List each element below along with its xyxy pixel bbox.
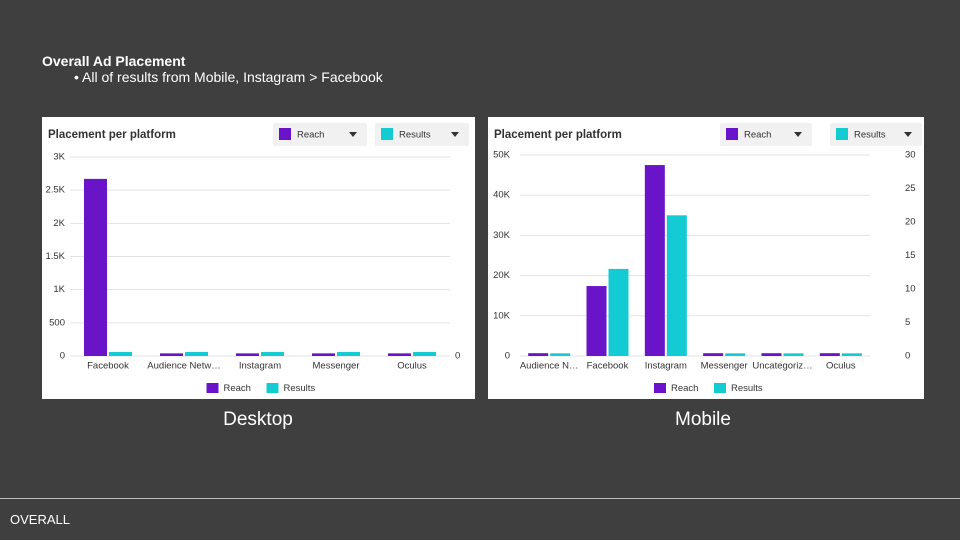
bar — [666, 215, 687, 356]
y-tick-label: 3K — [53, 152, 65, 163]
x-tick-label: Audience Netw… — [147, 361, 220, 372]
y2-tick-label: 0 — [905, 351, 910, 362]
x-tick-label: Uncategoriz… — [752, 361, 812, 372]
bar — [261, 352, 284, 356]
y-tick-label: 50K — [493, 150, 511, 161]
legend-dropdown — [830, 123, 922, 146]
y-tick-label: 1K — [53, 284, 65, 295]
dropdown-arrow — [904, 132, 912, 137]
y2-tick-label: 25 — [905, 183, 916, 194]
bar — [413, 352, 436, 356]
y2-tick-label: 20 — [905, 217, 916, 228]
y2-tick-label: 5 — [905, 317, 910, 328]
y-tick-label: 2.5K — [45, 185, 65, 196]
chart-card: Placement per platform Reach Results 0 500 1K… — [42, 117, 475, 399]
bar — [550, 353, 571, 356]
y-tick-label: 1.5K — [45, 251, 65, 262]
legend-swatch — [206, 383, 219, 393]
x-tick-label: Instagram — [239, 361, 281, 372]
y-tick-label: 0 — [505, 351, 510, 362]
bar — [109, 352, 132, 356]
legend-swatch — [266, 383, 279, 393]
bar — [337, 352, 360, 356]
x-tick-label: Audience N… — [520, 361, 579, 372]
bar — [586, 286, 607, 356]
footer: OVERALL — [10, 512, 70, 527]
bullet: • All of results from Mobile, Instagram … — [74, 69, 383, 85]
x-tick-label: Messenger — [701, 361, 748, 372]
y2-tick-label: 30 — [905, 150, 916, 161]
x-tick-label: Facebook — [587, 361, 629, 372]
legend-label: Results — [731, 383, 763, 394]
legend-label: Results — [399, 130, 431, 141]
y-tick-label: 0 — [60, 351, 65, 362]
legend-swatch — [279, 128, 291, 140]
bar — [703, 353, 724, 356]
bar — [644, 165, 665, 356]
dropdown-arrow — [451, 132, 459, 137]
bullet-text: All of results from Mobile, Instagram > … — [82, 69, 383, 85]
bar — [185, 352, 208, 356]
dropdown-arrow — [349, 132, 357, 137]
x-tick-label: Facebook — [87, 361, 129, 372]
x-tick-label: Oculus — [397, 361, 427, 372]
legend-label: Reach — [224, 383, 251, 394]
legend-label: Reach — [297, 130, 324, 141]
caption: Desktop — [223, 409, 293, 430]
legend-swatch — [726, 128, 738, 140]
legend-label: Results — [854, 130, 886, 141]
y-tick-label: 500 — [49, 317, 65, 328]
y-tick-label: 10K — [493, 310, 511, 321]
legend-dropdown — [273, 123, 367, 146]
y2-tick-label: 10 — [905, 284, 916, 295]
bar — [761, 353, 782, 356]
x-tick-label: Instagram — [645, 361, 687, 372]
y-tick-label: 40K — [493, 190, 511, 201]
legend-swatch — [836, 128, 848, 140]
legend-dropdown — [375, 123, 469, 146]
bar — [84, 178, 107, 356]
bar — [608, 268, 629, 356]
legend-dropdown — [720, 123, 812, 146]
bar — [528, 353, 549, 356]
bar — [160, 353, 183, 356]
bar — [388, 353, 411, 356]
y-tick-label: 2K — [53, 218, 65, 229]
y2-tick-label: 15 — [905, 250, 916, 261]
legend-label: Results — [284, 383, 316, 394]
legend-swatch — [714, 383, 726, 393]
legend-label: Reach — [744, 130, 771, 141]
bar — [725, 353, 746, 356]
legend-swatch — [654, 383, 666, 393]
slide-title: Overall Ad Placement — [42, 53, 186, 69]
bar — [783, 353, 804, 356]
footer-rule — [0, 498, 960, 499]
chart-title: Placement per platform — [48, 129, 176, 141]
y-tick-label: 20K — [493, 270, 511, 281]
y-tick-label: 30K — [493, 230, 511, 241]
x-tick-label: Messenger — [313, 361, 360, 372]
chart-title: Placement per platform — [494, 129, 622, 141]
y2-tick-label: 0 — [455, 351, 460, 362]
x-tick-label: Oculus — [826, 361, 856, 372]
legend-swatch — [381, 128, 393, 140]
bar — [841, 353, 862, 356]
bar — [819, 353, 840, 356]
caption: Mobile — [675, 409, 731, 430]
bar — [312, 353, 335, 356]
chart-card: Placement per platform Reach Results 0 10K 20… — [488, 117, 924, 399]
bar — [236, 353, 259, 356]
legend-label: Reach — [671, 383, 698, 394]
dropdown-arrow — [794, 132, 802, 137]
